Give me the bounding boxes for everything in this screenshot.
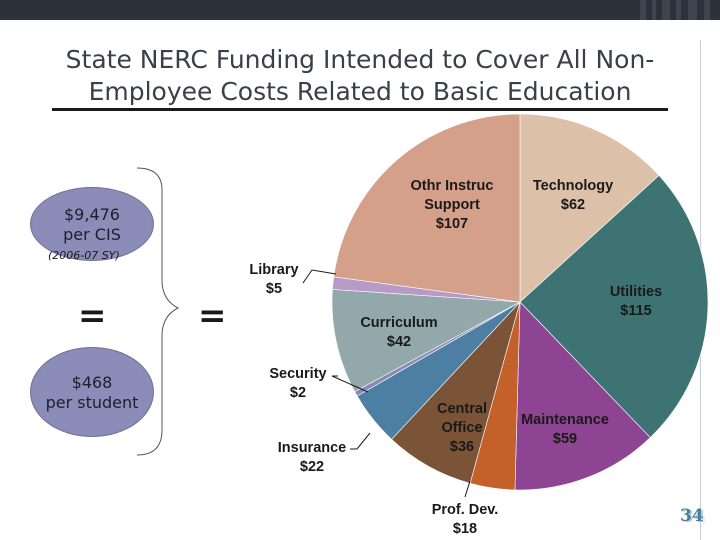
slice-label-library: Library $5 — [249, 262, 299, 297]
middle-equals-sign: = — [198, 296, 227, 336]
slice-label-utilities: Utilities $115 — [609, 284, 663, 319]
page-number: 34 34 — [680, 506, 706, 527]
per-cis-unit: per CIS — [63, 225, 121, 244]
slice-label-technology: Technology $62 — [532, 178, 614, 213]
per-student-oval: $468 per student — [30, 347, 154, 437]
leader-insurance — [350, 432, 371, 450]
slice-label-maintenance: Maintenance $59 — [521, 412, 609, 447]
pie-slice-maintenance — [514, 301, 651, 491]
slice-label-othr-instruc: Othr Instruc Support $107 — [410, 178, 494, 232]
slide-title-line-1: State NERC Funding Intended to Cover All… — [65, 45, 655, 74]
title-underline — [52, 108, 668, 111]
left-equals-sign: = — [78, 296, 107, 336]
pie-slice-curriculum — [331, 289, 522, 392]
pie-slice-utilities — [519, 175, 709, 439]
per-student-amount: $468 — [71, 373, 113, 392]
leader-library — [302, 269, 337, 284]
slide-title: State NERC Funding Intended to Cover All… — [40, 44, 680, 108]
slice-label-insurance: Insurance $22 — [277, 440, 347, 475]
pie-slice-othr-instruc — [333, 113, 521, 303]
per-student-unit: per student — [45, 393, 139, 412]
slice-label-prof-dev: Prof. Dev. $18 — [431, 502, 499, 537]
slice-label-curriculum: Curriculum $42 — [360, 315, 438, 350]
pie-slice-technology — [519, 113, 660, 303]
slide-top-bar — [0, 0, 720, 20]
bracket-left — [136, 167, 180, 456]
leader-security — [331, 375, 369, 393]
slice-label-security: Security $2 — [269, 366, 327, 401]
leader-prof-dev — [464, 480, 471, 498]
per-cis-amount: $9,476 — [64, 205, 120, 224]
school-year-note: (2006-07 SY) — [48, 249, 120, 262]
slide-title-line-2: Employee Costs Related to Basic Educatio… — [88, 77, 632, 106]
slice-label-central-office: Central Office $36 — [437, 401, 487, 455]
per-cis-oval: $9,476 per CIS — [30, 187, 154, 261]
